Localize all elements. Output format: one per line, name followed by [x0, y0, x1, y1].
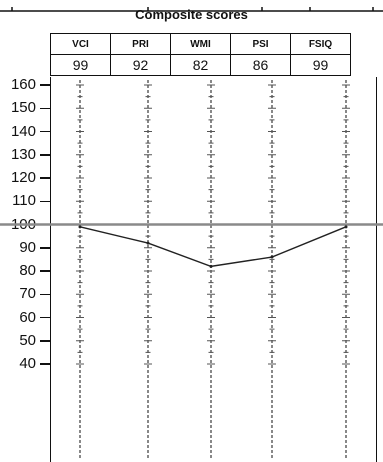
y-tick-mark	[40, 154, 50, 156]
value-wmi: 82	[170, 54, 231, 76]
chart-title: Composite scores	[135, 7, 248, 22]
y-tick-mark	[40, 177, 50, 179]
score-header-row: VCI PRI WMI PSI FSIQ	[50, 33, 351, 55]
data-point-pri	[146, 241, 150, 245]
y-tick-mark	[40, 363, 50, 365]
y-tick-label: 130	[10, 145, 36, 163]
y-tick-mark	[40, 130, 50, 133]
y-tick-label: 90	[19, 238, 36, 256]
y-tick-mark	[40, 340, 50, 342]
y-tick-mark	[40, 84, 50, 86]
y-tick-label: 150	[10, 99, 36, 117]
y-tick-mark	[40, 270, 50, 272]
data-point-psi	[270, 255, 274, 259]
upper-table-edge	[0, 0, 383, 12]
score-table: VCI PRI WMI PSI FSIQ 99 92 82 86 99	[50, 33, 351, 76]
y-tick-label: 40	[19, 355, 36, 372]
y-tick-mark	[40, 316, 50, 319]
y-tick-mark	[40, 107, 50, 109]
value-vci: 99	[50, 54, 111, 76]
y-tick-label: 120	[10, 169, 36, 186]
data-point-vci	[78, 225, 82, 229]
plot-frame	[50, 77, 377, 462]
y-tick-label: 70	[19, 285, 36, 303]
y-tick-mark	[40, 293, 50, 295]
score-value-row: 99 92 82 86 99	[50, 54, 351, 76]
data-point-fsiq	[344, 225, 348, 229]
value-fsiq: 99	[290, 54, 351, 76]
y-tick-label: 80	[19, 262, 36, 279]
series-line	[79, 226, 347, 268]
y-tick-label: 110	[12, 192, 36, 210]
y-tick-label: 160	[10, 76, 36, 93]
y-tick-label: 140	[10, 122, 36, 140]
data-point-wmi	[209, 264, 213, 268]
y-tick-label: 60	[19, 308, 36, 326]
y-tick-label: 50	[19, 331, 36, 349]
y-tick-mark	[40, 247, 50, 249]
y-tick-mark	[40, 200, 50, 202]
